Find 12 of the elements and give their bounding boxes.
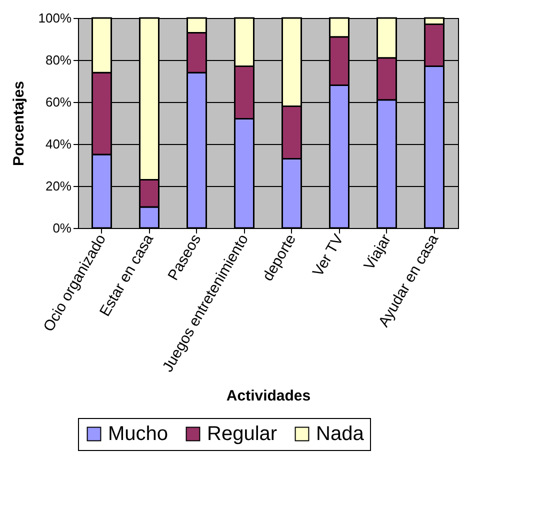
y-axis-title: Porcentajes — [10, 80, 28, 166]
legend-label: Nada — [316, 423, 365, 445]
x-axis-title: Actividades — [226, 388, 311, 405]
legend-label: Regular — [207, 423, 278, 445]
y-tick-label: 80% — [45, 52, 72, 68]
y-tick-label: 60% — [45, 94, 72, 110]
y-tick-label: 20% — [45, 178, 72, 194]
y-tick-label: 0% — [52, 220, 72, 236]
y-tick-label: 100% — [38, 10, 72, 26]
x-tick-label: Ver TV — [310, 232, 348, 280]
legend-label: Mucho — [108, 423, 168, 445]
y-tick-label: 40% — [45, 136, 72, 152]
